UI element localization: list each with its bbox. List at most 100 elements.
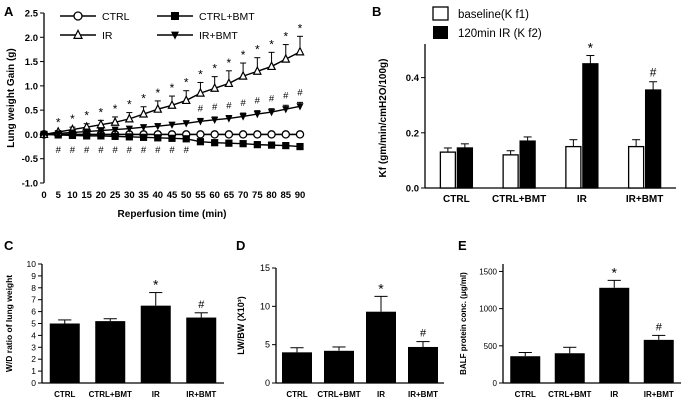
a-significance-star: *: [255, 43, 260, 57]
b-category-label: IR+BMT: [626, 194, 664, 205]
a-significance-hash: #: [212, 102, 218, 113]
b-y-axis-label: Kf (gm/min/cmH2O/100g): [378, 59, 389, 178]
a-x-tick-label: 80: [266, 190, 277, 201]
e-y-tick-label: 1000: [479, 305, 497, 314]
a-data-point: [238, 70, 248, 80]
c-y-tick-label: 10: [27, 259, 37, 269]
a-y-axis-label: Lung weight Gain (g): [6, 48, 17, 147]
b-bar: [627, 145, 645, 189]
a-x-tick-label: 90: [295, 190, 306, 201]
a-data-point: [210, 130, 219, 139]
a-y-tick-label: 1.0: [25, 81, 38, 92]
c-y-tick-label: 6: [31, 307, 36, 317]
a-x-tick-label: 65: [224, 190, 235, 201]
a-x-tick-label: 70: [238, 190, 249, 201]
a-significance-hash: #: [70, 145, 76, 156]
a-significance-star: *: [184, 76, 189, 90]
a-x-tick-label: 60: [209, 190, 220, 201]
d-category-label: CTRL+BMT: [317, 390, 360, 399]
a-x-tick-label: 15: [81, 190, 92, 201]
c-y-tick-label: 7: [31, 295, 36, 305]
c-bar: [186, 317, 217, 383]
a-data-point: [111, 132, 119, 140]
a-significance-star: *: [113, 102, 118, 116]
d-bar: [366, 311, 396, 383]
e-y-tick-label: 1500: [479, 267, 497, 276]
c-y-axis-label: W/D ratio of lung weight: [4, 275, 14, 372]
a-data-point: [267, 130, 276, 139]
e-bar: [643, 339, 674, 383]
a-x-tick-label: 35: [138, 190, 149, 201]
a-legend-marker: [171, 31, 179, 40]
a-significance-hash: #: [127, 145, 133, 156]
a-data-point: [253, 111, 261, 119]
a-x-tick-label: 0: [41, 190, 46, 201]
c-y-tick-label: 2: [31, 354, 36, 364]
a-x-tick-label: 5: [56, 190, 62, 201]
a-data-point: [267, 141, 276, 149]
a-significance-star: *: [127, 98, 132, 112]
c-y-tick-label: 5: [31, 319, 36, 329]
a-significance-star: *: [198, 67, 203, 81]
a-data-point: [154, 134, 162, 142]
panel-letter-c: C: [4, 238, 14, 253]
a-data-point: [210, 82, 220, 92]
a-significance-star: *: [283, 30, 288, 44]
a-significance-hash: #: [198, 103, 204, 114]
a-significance-hash: #: [269, 94, 275, 105]
e-category-label: IR: [610, 390, 618, 399]
b-bar: [439, 151, 457, 189]
c-y-tick-label: 4: [31, 330, 36, 340]
c-y-tick-label: 0: [31, 378, 36, 388]
b-bar: [565, 145, 582, 189]
c-significance-star: *: [153, 277, 159, 293]
d-y-tick-label: 10: [260, 301, 270, 311]
a-data-point: [239, 140, 247, 148]
e-significance-hash: #: [656, 321, 663, 333]
b-y-tick-label: 0.0: [406, 184, 419, 195]
a-significance-hash: #: [84, 145, 90, 156]
a-significance-hash: #: [141, 145, 147, 156]
c-category-label: CTRL: [54, 390, 75, 399]
a-data-point: [167, 99, 177, 109]
a-x-axis-label: Reperfusion time (min): [118, 209, 227, 220]
a-significance-star: *: [170, 81, 175, 95]
a-y-tick-label: 0.0: [25, 130, 38, 141]
a-significance-star: *: [269, 37, 274, 51]
a-significance-hash: #: [98, 145, 104, 156]
a-data-point: [125, 125, 133, 133]
a-data-point: [225, 139, 233, 147]
a-x-tick-label: 75: [252, 190, 263, 201]
a-data-point: [296, 142, 304, 151]
a-data-point: [168, 121, 176, 129]
d-bar: [408, 346, 438, 383]
a-data-point: [238, 130, 248, 139]
a-significance-hash: #: [169, 145, 175, 156]
a-y-tick-label: -1.0: [22, 179, 38, 190]
a-data-point: [224, 77, 234, 88]
a-data-point: [139, 124, 148, 132]
a-legend-label: IR: [102, 30, 113, 42]
e-significance-star: *: [612, 264, 618, 280]
a-data-point: [83, 128, 91, 136]
a-data-point: [211, 116, 219, 125]
c-bar: [95, 321, 126, 383]
b-legend-label: baseline(K f1): [458, 9, 529, 21]
e-bar: [510, 356, 541, 383]
a-data-point: [252, 65, 262, 75]
a-x-tick-label: 85: [280, 190, 291, 201]
a-data-point: [253, 141, 261, 149]
a-data-point: [125, 133, 133, 141]
d-y-tick-label: 0: [265, 378, 270, 388]
panel-letter-b: B: [372, 4, 381, 19]
a-x-tick-label: 10: [67, 190, 78, 201]
a-y-tick-label: 2.0: [25, 33, 38, 44]
a-data-point: [138, 108, 149, 118]
a-data-point: [139, 133, 148, 141]
c-y-tick-label: 3: [31, 342, 36, 352]
a-data-point: [111, 126, 119, 134]
a-significance-star: *: [155, 86, 160, 100]
b-bar: [502, 154, 519, 189]
a-data-point: [124, 113, 134, 123]
a-y-tick-label: 1.5: [25, 57, 39, 68]
